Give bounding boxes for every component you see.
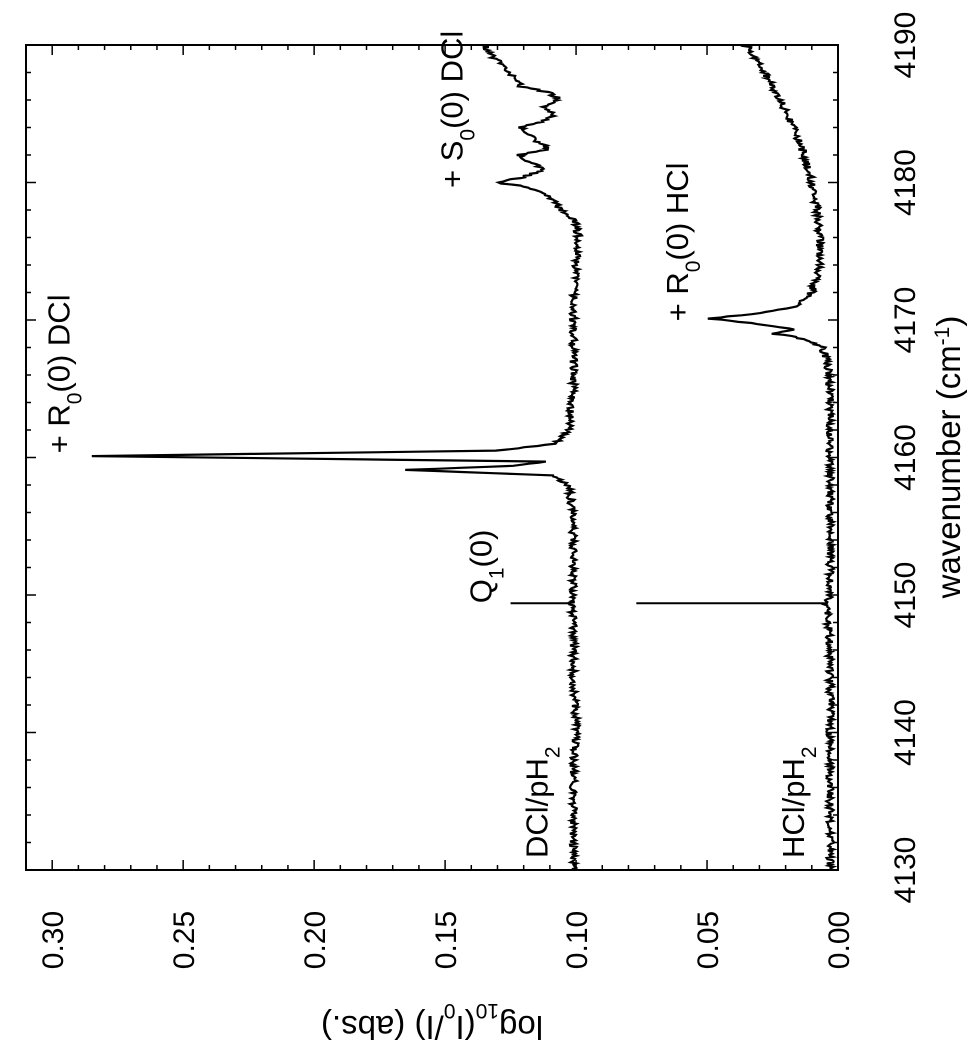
y-tick-label: 0.00 <box>823 911 856 969</box>
x-tick-label: 4190 <box>889 12 922 79</box>
series-label-dcl: DCl/pH2 <box>519 746 564 858</box>
series-label-hcl: HCl/pH2 <box>776 746 821 858</box>
y-tick-label: 0.25 <box>168 911 201 969</box>
series-line-hcl <box>707 44 838 872</box>
peak-annotation: + R0(0) DCl <box>42 294 87 453</box>
y-axis-title: log10(I0/I) (abs.) <box>321 1000 543 1044</box>
x-tick-label: 4130 <box>889 837 922 904</box>
y-tick-label: 0.05 <box>692 911 725 969</box>
peak-annotation: Q1(0) <box>463 530 508 604</box>
spectra: DCl/pH2 HCl/pH2 <box>91 44 838 872</box>
x-tick-label: 4140 <box>889 699 922 766</box>
peak-annotation: + S0(0) DCl <box>435 31 480 188</box>
y-tick-label: 0.30 <box>37 911 70 969</box>
x-tick-label: 4170 <box>889 287 922 354</box>
peak-annotation: + R0(0) HCl <box>660 162 705 321</box>
x-tick-label: 4160 <box>889 424 922 491</box>
x-axis-title: wavenumber (cm-1) <box>930 316 967 600</box>
y-tick-labels: 0.00 0.05 0.10 0.15 0.20 0.25 0.30 <box>37 911 856 969</box>
x-tick-label: 4180 <box>889 149 922 216</box>
x-tick-label: 4150 <box>889 562 922 629</box>
series-line-dcl <box>91 44 584 871</box>
peak-annotations: + R0(0) DCl Q1(0) + S0(0) DCl + R0(0) HCl <box>42 31 705 604</box>
axis-labels: wavenumber (cm-1) log10(I0/I) (abs.) <box>321 316 967 1044</box>
y-tick-label: 0.10 <box>561 911 594 969</box>
y-tick-label: 0.15 <box>430 911 463 969</box>
y-tick-label: 0.20 <box>299 911 332 969</box>
x-tick-labels: 4130 4140 4150 4160 4170 4180 4190 <box>889 12 922 904</box>
